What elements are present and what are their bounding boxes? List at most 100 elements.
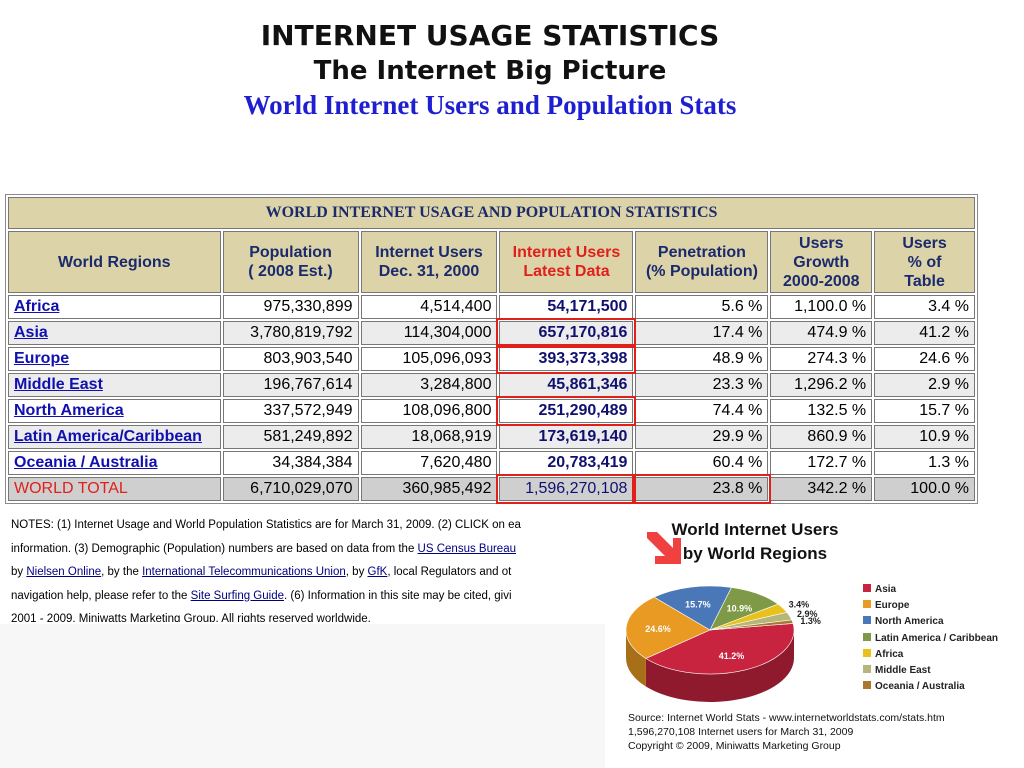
legend-label: Middle East — [875, 665, 931, 677]
region-link-europe[interactable]: Europe — [14, 350, 70, 367]
pie-data-label-asia: 41.2% — [719, 651, 745, 661]
table-cell: 10.9 % — [874, 425, 975, 449]
world-total-label: WORLD TOTAL — [8, 477, 221, 501]
pie-data-label-latin-america-caribbean: 10.9% — [727, 604, 753, 614]
legend-swatch — [863, 616, 871, 625]
table-cell: 54,171,500 — [499, 295, 634, 319]
table-cell-highlighted: 1,596,270,108 — [496, 474, 637, 504]
pie-data-label-africa: 3.4% — [789, 599, 810, 609]
surfing-guide-link[interactable]: Site Surfing Guide — [190, 589, 284, 602]
table-cell: 60.4 % — [635, 451, 769, 475]
table-cell: 274.3 % — [770, 347, 873, 371]
legend-item-africa: Africa — [863, 647, 998, 663]
table-cell-highlighted: 251,290,489 — [496, 396, 637, 426]
notes-line: information. (3) Demographic (Population… — [11, 542, 516, 555]
table-title: WORLD INTERNET USAGE AND POPULATION STAT… — [8, 197, 975, 229]
col-header-penetration: Penetration (% Population) — [635, 231, 769, 293]
itu-link[interactable]: International Telecommunications Union — [142, 566, 346, 578]
table-row: North America 337,572,949 108,096,800 25… — [8, 396, 975, 426]
region-link-africa[interactable]: Africa — [14, 298, 60, 315]
legend-item-oceania-australia: Oceania / Australia — [863, 679, 998, 695]
legend-item-middle-east: Middle East — [863, 663, 998, 679]
table-cell: 45,861,346 — [499, 373, 634, 397]
region-link-latin-america[interactable]: Latin America/Caribbean — [14, 428, 202, 445]
table-cell: 20,783,419 — [499, 451, 634, 475]
table-cell: 48.9 % — [635, 347, 769, 371]
table-cell: 3,780,819,792 — [222, 321, 359, 345]
table-cell: 1,296.2 % — [770, 373, 873, 397]
table-cell: 172.7 % — [770, 451, 873, 475]
table-row: Middle East 196,767,614 3,284,800 45,861… — [8, 373, 975, 397]
table-row: Asia 3,780,819,792 114,304,000 657,170,8… — [8, 318, 975, 348]
red-arrow-icon — [647, 532, 681, 564]
table-cell: 100.0 % — [874, 477, 975, 501]
pie-data-label-middle-east: 2.9% — [797, 609, 818, 619]
table-total-row: WORLD TOTAL 6,710,029,070 360,985,492 1,… — [8, 474, 975, 504]
table-row: Africa 975,330,899 4,514,400 54,171,500 … — [8, 295, 975, 319]
legend-label: Latin America / Caribbean — [875, 632, 998, 644]
table-cell: 975,330,899 — [222, 295, 359, 319]
table-cell: 108,096,800 — [360, 399, 498, 423]
legend-swatch — [863, 632, 871, 641]
table-cell: 3,284,800 — [360, 373, 498, 397]
legend-label: Oceania / Australia — [875, 681, 965, 693]
table-cell: 196,767,614 — [222, 373, 359, 397]
stats-table: WORLD INTERNET USAGE AND POPULATION STAT… — [6, 195, 977, 504]
table-cell: 474.9 % — [770, 321, 873, 345]
table-cell-highlighted: 23.8 % — [632, 474, 772, 504]
legend-item-latin-america-caribbean: Latin America / Caribbean — [863, 631, 998, 647]
table-cell: 41.2 % — [874, 321, 975, 345]
table-cell: 360,985,492 — [360, 477, 498, 501]
table-cell: 29.9 % — [635, 425, 769, 449]
legend-label: North America — [875, 616, 944, 628]
pie-side-europe — [626, 630, 646, 687]
table-cell: 1,100.0 % — [770, 295, 873, 319]
page-header: INTERNET USAGE STATISTICS The Internet B… — [0, 18, 980, 122]
stats-table-container: WORLD INTERNET USAGE AND POPULATION STAT… — [5, 194, 978, 504]
col-header-percent: Users% of Table — [874, 231, 975, 293]
notes-line: NOTES: (1) Internet Usage and World Popu… — [11, 519, 521, 531]
legend-item-north-america: North America — [863, 614, 998, 630]
region-link-asia[interactable]: Asia — [14, 324, 48, 341]
table-cell: 15.7 % — [874, 399, 975, 423]
legend-label: Asia — [875, 584, 897, 595]
legend-label: Africa — [875, 648, 904, 660]
pie-slice-asia — [645, 623, 795, 675]
pie-slice-oceania-australia — [709, 619, 794, 631]
pie-chart-panel: World Internet Users by World Regions 41… — [605, 512, 1024, 768]
table-header-row: World Regions Population( 2008 Est.) Int… — [8, 231, 975, 293]
table-cell: 23.3 % — [635, 373, 769, 397]
background-panel — [0, 624, 605, 768]
chart-title: World Internet Users by World Regions — [671, 520, 839, 563]
table-cell: 581,249,892 — [222, 425, 359, 449]
notes-line: navigation help, please refer to the Sit… — [11, 589, 512, 602]
pie-data-label-europe: 24.6% — [645, 624, 671, 634]
table-cell: 1.3 % — [874, 451, 975, 475]
pie-slice-north-america — [653, 585, 732, 631]
nielsen-link[interactable]: Nielsen Online — [26, 566, 102, 578]
region-link-oceania[interactable]: Oceania / Australia — [14, 454, 158, 471]
pie-slice-europe — [625, 596, 711, 659]
region-link-middle-east[interactable]: Middle East — [14, 376, 103, 393]
table-cell: 34,384,384 — [222, 451, 359, 475]
legend-swatch — [863, 600, 871, 609]
census-link[interactable]: US Census Bureau — [417, 542, 516, 555]
col-header-users-2000: Internet Users Dec. 31, 2000 — [360, 231, 498, 293]
table-cell-highlighted: 657,170,816 — [496, 318, 637, 348]
table-cell-highlighted: 393,373,398 — [496, 344, 637, 374]
pie-data-label-oceania-australia: 1.3% — [800, 616, 821, 626]
table-cell: 132.5 % — [770, 399, 873, 423]
page-subtitle-2: World Internet Users and Population Stat… — [243, 90, 737, 120]
region-link-north-america[interactable]: North America — [14, 402, 124, 419]
col-header-users-latest: Internet Users Latest Data — [499, 231, 634, 293]
gfk-link[interactable]: GfK — [367, 566, 388, 578]
table-cell: 17.4 % — [635, 321, 769, 345]
table-cell: 105,096,093 — [360, 347, 498, 371]
page-title: INTERNET USAGE STATISTICS — [260, 19, 720, 52]
table-cell: 2.9 % — [874, 373, 975, 397]
table-cell: 18,068,919 — [360, 425, 498, 449]
legend-swatch — [863, 665, 871, 674]
notes-line: 2001 - 2009, Miniwatts Marketing Group. … — [11, 613, 371, 622]
table-cell: 860.9 % — [770, 425, 873, 449]
legend-item-europe: Europe — [863, 598, 998, 614]
